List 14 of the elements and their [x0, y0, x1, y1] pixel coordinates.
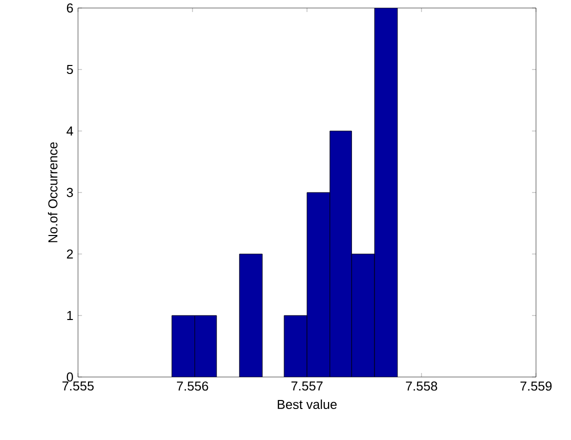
y-tick-label: 5 [66, 64, 73, 74]
y-tick-label: 2 [66, 249, 73, 259]
y-tick-label: 1 [67, 311, 73, 320]
y-tick-label: 6 [66, 3, 73, 13]
x-axis-title: Best value [278, 400, 337, 410]
x-tick-label: 7.558 [406, 382, 438, 391]
x-tick-label: 7.559 [520, 382, 552, 391]
y-tick-label: 3 [66, 188, 73, 198]
x-tick-label: 7.555 [62, 382, 94, 391]
y-tick-label: 4 [66, 126, 74, 136]
x-tick-label: 7.557 [291, 382, 323, 391]
x-tick-label: 7.556 [176, 382, 208, 391]
y-axis-title: No.of Occurrence [48, 142, 58, 242]
y-tick-label: 0 [66, 372, 73, 382]
